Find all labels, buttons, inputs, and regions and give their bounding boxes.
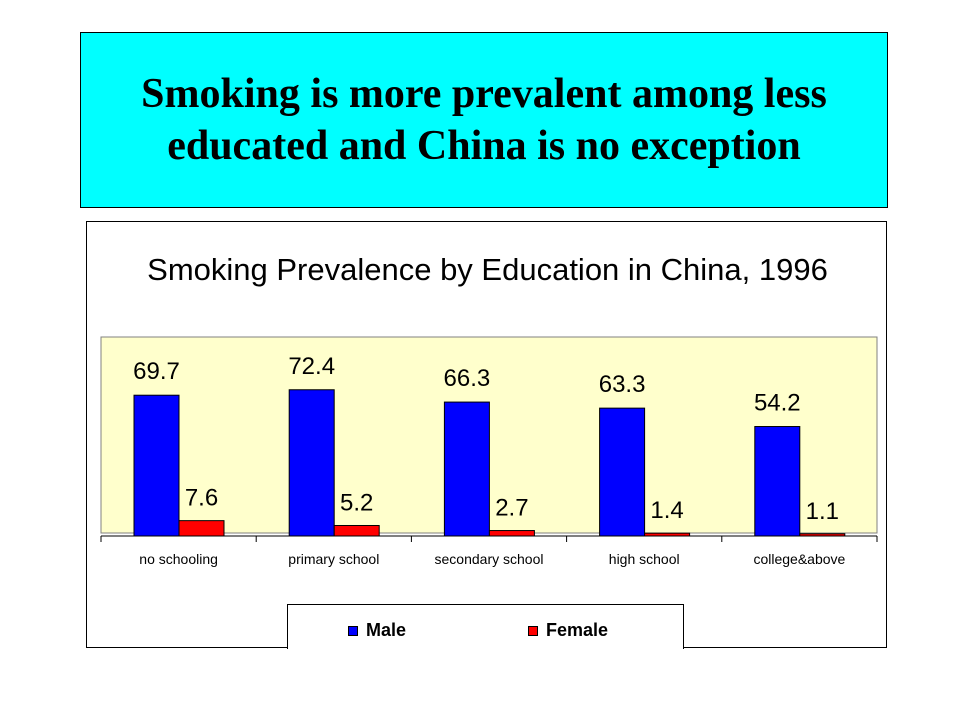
data-label-female-4: 1.4 — [650, 497, 683, 524]
data-label-female-1: 7.6 — [185, 485, 218, 512]
data-label-female-5: 1.1 — [806, 498, 839, 525]
chart-title: Smoking Prevalence by Education in China… — [147, 252, 828, 287]
x-tick-label: secondary school — [435, 551, 544, 567]
data-label-female-3: 2.7 — [495, 495, 528, 522]
legend-swatch-male — [348, 625, 358, 636]
x-tick-label: no schooling — [139, 551, 218, 567]
data-label-male-1: 69.7 — [133, 358, 180, 385]
bar-female-1 — [178, 520, 225, 537]
x-tick-label: primary school — [288, 551, 379, 567]
x-tick-label: high school — [609, 551, 680, 567]
bar-female-4 — [644, 532, 691, 537]
bar-male-5 — [754, 426, 801, 537]
data-label-male-2: 72.4 — [288, 353, 335, 380]
x-tick-label: college&above — [753, 551, 845, 567]
slide-title-text: Smoking is more prevalent among less edu… — [141, 71, 827, 169]
chart-frame: Smoking Prevalence by Education in China… — [86, 221, 887, 649]
bar-female-2 — [333, 524, 380, 537]
legend-item-female: Female — [528, 620, 608, 641]
legend-label-female: Female — [546, 620, 609, 640]
legend-label-male: Male — [366, 620, 407, 640]
bar-female-5 — [799, 533, 846, 537]
bar-male-4 — [599, 407, 646, 537]
data-label-male-4: 63.3 — [599, 371, 646, 398]
bar-male-1 — [133, 394, 180, 537]
bar-male-2 — [288, 389, 335, 537]
data-label-male-5: 54.2 — [754, 390, 801, 417]
bar-male-3 — [443, 401, 490, 537]
data-label-female-2: 5.2 — [340, 489, 373, 516]
slide-title: Smoking is more prevalent among less edu… — [80, 32, 888, 208]
legend-swatch-female — [528, 625, 538, 636]
legend-item-male: Male — [348, 620, 406, 641]
chart-legend: Male Female — [287, 604, 684, 649]
bar-chart-plot: 69.7 7.6 no schooling 72.4 5.2 primary school… — [100, 336, 878, 567]
data-label-male-3: 66.3 — [444, 365, 491, 392]
bar-female-3 — [488, 530, 535, 537]
